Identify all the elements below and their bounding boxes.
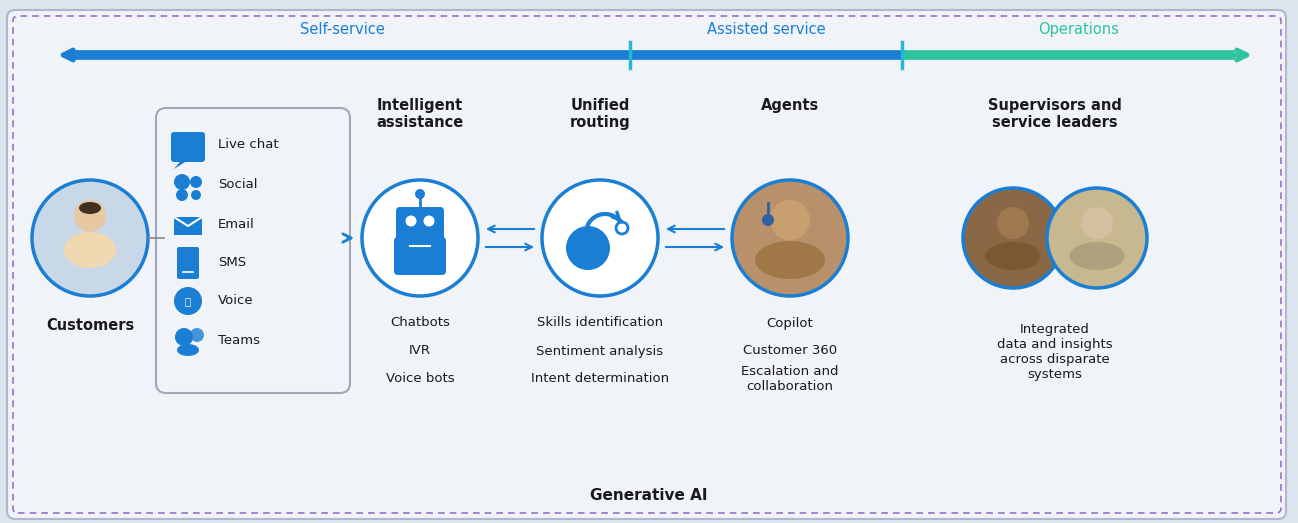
Text: Supervisors and
service leaders: Supervisors and service leaders: [988, 98, 1121, 130]
Circle shape: [174, 287, 202, 315]
Text: Customers: Customers: [45, 318, 134, 333]
Ellipse shape: [1070, 242, 1124, 270]
Text: Social: Social: [218, 177, 257, 190]
Text: Skills identification: Skills identification: [537, 316, 663, 329]
Text: Chatbots: Chatbots: [391, 316, 450, 329]
Text: Assisted service: Assisted service: [706, 22, 826, 37]
Text: 📞: 📞: [184, 296, 191, 306]
Text: Operations: Operations: [1038, 22, 1119, 37]
Circle shape: [190, 328, 204, 342]
Circle shape: [175, 328, 193, 346]
Ellipse shape: [79, 202, 101, 214]
Circle shape: [362, 180, 478, 296]
FancyBboxPatch shape: [396, 207, 444, 241]
Circle shape: [963, 188, 1063, 288]
Circle shape: [423, 215, 435, 226]
Text: Intent determination: Intent determination: [531, 372, 668, 385]
Text: Customer 360: Customer 360: [742, 345, 837, 358]
Text: Generative AI: Generative AI: [591, 488, 707, 504]
Text: IVR: IVR: [409, 345, 431, 358]
FancyBboxPatch shape: [171, 132, 205, 162]
FancyBboxPatch shape: [156, 108, 350, 393]
Circle shape: [770, 200, 810, 240]
Circle shape: [1047, 188, 1147, 288]
Circle shape: [732, 180, 848, 296]
FancyBboxPatch shape: [395, 237, 447, 275]
Circle shape: [32, 180, 148, 296]
Circle shape: [191, 190, 201, 200]
Circle shape: [415, 189, 424, 199]
FancyBboxPatch shape: [177, 247, 199, 279]
Circle shape: [617, 222, 628, 234]
FancyBboxPatch shape: [174, 217, 202, 235]
Text: Voice bots: Voice bots: [386, 372, 454, 385]
Ellipse shape: [64, 232, 116, 268]
Circle shape: [1081, 207, 1112, 239]
Ellipse shape: [985, 242, 1041, 270]
Text: SMS: SMS: [218, 256, 247, 268]
Polygon shape: [174, 159, 190, 169]
Circle shape: [174, 174, 190, 190]
Circle shape: [177, 189, 188, 201]
Ellipse shape: [755, 241, 826, 279]
Text: Copilot: Copilot: [767, 316, 814, 329]
Text: Voice: Voice: [218, 293, 253, 306]
Text: Integrated
data and insights
across disparate
systems: Integrated data and insights across disp…: [997, 323, 1112, 381]
Ellipse shape: [177, 344, 199, 356]
Circle shape: [566, 226, 610, 270]
Text: Agents: Agents: [761, 98, 819, 113]
Text: Escalation and
collaboration: Escalation and collaboration: [741, 365, 839, 393]
Text: Teams: Teams: [218, 334, 260, 347]
Circle shape: [997, 207, 1029, 239]
Text: Sentiment analysis: Sentiment analysis: [536, 345, 663, 358]
Circle shape: [543, 180, 658, 296]
Circle shape: [405, 215, 417, 226]
Circle shape: [74, 200, 106, 232]
Text: Intelligent
assistance: Intelligent assistance: [376, 98, 463, 130]
FancyBboxPatch shape: [6, 10, 1286, 519]
Text: Email: Email: [218, 218, 254, 231]
Circle shape: [762, 214, 774, 226]
Circle shape: [190, 176, 202, 188]
Text: Unified
routing: Unified routing: [570, 98, 631, 130]
Text: Live chat: Live chat: [218, 138, 279, 151]
Text: Self-service: Self-service: [300, 22, 386, 37]
